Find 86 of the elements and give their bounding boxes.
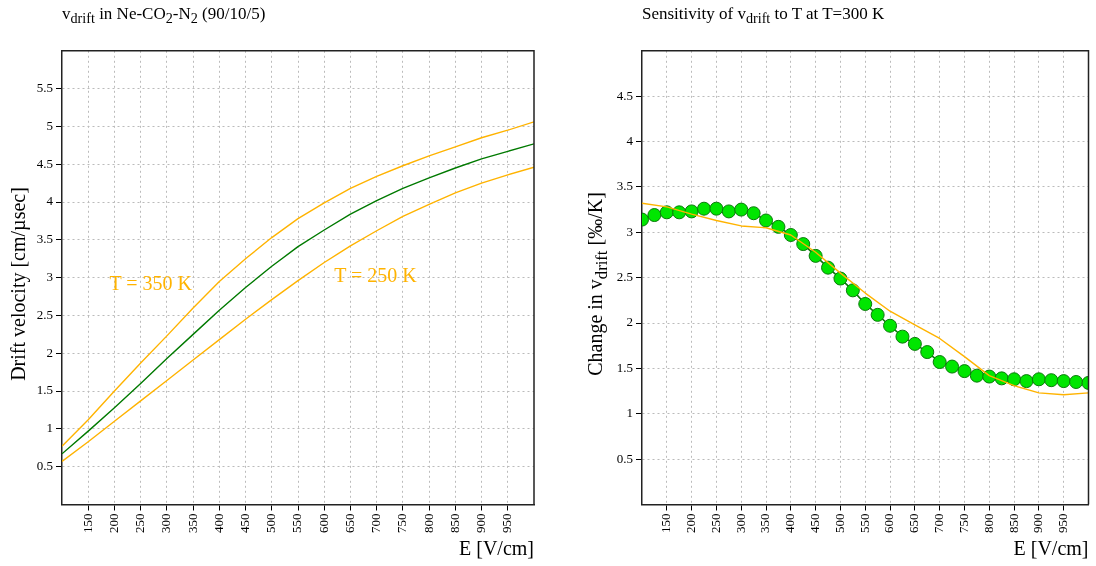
x-tick-label: 200 [683,513,699,533]
x-tick-label: 550 [856,513,872,533]
y-tick-label: 5 [46,117,53,133]
point [647,208,662,223]
point [709,201,724,216]
y-tick-label: 4.5 [36,155,53,171]
x-tick-label: 800 [980,513,996,533]
y-tick-label: 3 [46,269,53,285]
point [870,307,885,322]
point [969,368,984,383]
point [759,213,774,228]
x-tick-label: 750 [955,513,971,533]
x-tick-label: 150 [79,513,95,533]
y-tick-label: 3.5 [616,178,633,194]
x-tick-label: 900 [1030,513,1046,533]
y-tick-label: 2 [46,344,53,360]
point [957,364,972,379]
chart-title: v$_{drift}$ in Ne-CO$_{2}$-N$_{2}$ (90/10/5) [62,4,266,28]
x-tick-label: 900 [472,513,488,533]
point [945,359,960,374]
x-tick-label: 400 [782,513,798,533]
point [845,283,860,298]
point [920,345,935,360]
point [932,355,947,370]
y-tick-label: 0.5 [616,450,633,466]
x-tick-label: 500 [831,513,847,533]
x-tick-label: 200 [105,513,121,533]
point [883,318,898,333]
x-tick-label: 850 [446,513,462,533]
point [895,329,910,344]
y-tick-label: 0.5 [36,458,53,474]
point [1019,374,1034,389]
x-tick-label: 550 [289,513,305,533]
y-axis-title: Drift velocity [cm/µsec] [6,187,30,381]
x-tick-label: 150 [658,513,674,533]
x-tick-label: 850 [1005,513,1021,533]
x-tick-label: 350 [184,513,200,533]
x-tick-label: 450 [807,513,823,533]
x-tick-label: 250 [132,513,148,533]
y-tick-label: 2.5 [616,269,633,285]
y-tick-label: 4.5 [616,87,633,103]
point [1007,372,1022,387]
x-tick-label: 600 [315,513,331,533]
y-tick-label: 1 [626,405,633,421]
y-tick-label: 2.5 [36,306,53,322]
point [734,202,749,217]
x-tick-label: 250 [707,513,723,533]
point [771,219,786,234]
point [1069,375,1084,389]
y-tick-label: 4 [46,193,54,209]
x-tick-label: 500 [263,513,279,533]
series-label: T = 250 K [334,263,418,286]
y-tick-label: 1.5 [36,382,53,398]
point [1056,374,1071,389]
chart-title: Sensitivity of v$_{drift}$ to T at T=300 K [642,4,885,28]
x-tick-label: 350 [757,513,773,533]
x-tick-label: 950 [1055,513,1071,533]
y-tick-label: 5.5 [36,80,53,96]
point [697,201,712,216]
y-tick-label: 1 [46,420,53,436]
point [721,204,736,219]
y-tick-label: 4 [626,132,634,148]
x-tick-label: 700 [931,513,947,533]
point [858,296,873,311]
point [907,336,922,351]
x-tick-label: 650 [341,513,357,533]
point [746,206,761,221]
x-axis-title: E [V/cm] [459,537,534,560]
x-tick-label: 750 [394,513,410,533]
x-tick-label: 700 [368,513,384,533]
x-tick-label: 400 [210,513,226,533]
y-tick-label: 2 [626,314,633,330]
x-tick-label: 600 [881,513,897,533]
x-tick-label: 300 [158,513,174,533]
point [1031,372,1046,387]
x-tick-label: 300 [732,513,748,533]
x-tick-label: 450 [236,513,252,533]
series-label: T = 350 K [109,272,193,295]
x-tick-label: 950 [499,513,515,533]
x-tick-label: 650 [906,513,922,533]
point [1044,373,1059,388]
y-tick-label: 3.5 [36,231,53,247]
x-tick-label: 800 [420,513,436,533]
x-axis-title: E [V/cm] [1013,537,1089,560]
y-tick-label: 3 [626,223,633,239]
y-tick-label: 1.5 [616,359,633,375]
